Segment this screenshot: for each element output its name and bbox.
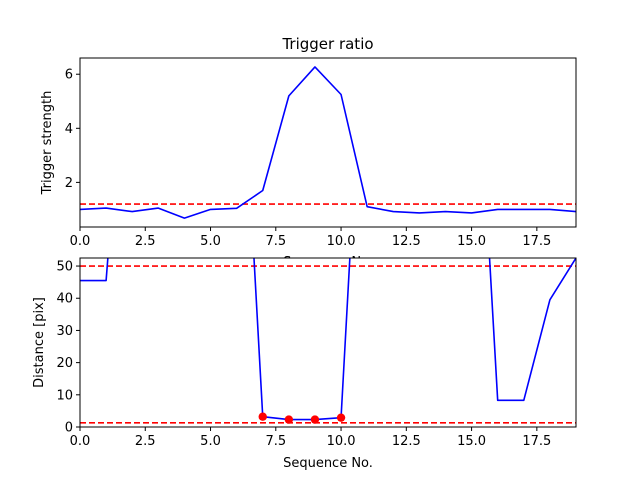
series-line-0 — [80, 258, 576, 421]
x-tick-label: 12.5 — [392, 234, 421, 249]
trigger-ratio-chart: Trigger ratio 0.0 2.5 5.0 7.5 10.0 12.5 15.0 17… — [40, 35, 577, 270]
y-tick-label: 10 — [56, 388, 73, 403]
series-line-0 — [80, 66, 576, 219]
plot-frame — [79, 57, 577, 228]
x-tick-label: 10.0 — [327, 234, 356, 249]
y-tick-label: 6 — [65, 68, 73, 83]
x-tick-label: 15.0 — [457, 234, 486, 249]
data-point-1 — [284, 415, 294, 424]
y-tick-label: 40 — [56, 292, 73, 307]
x-tick-label: 2.5 — [135, 434, 156, 449]
x-tick-label: 7.5 — [265, 434, 286, 449]
y-axis-label: Distance [pix] — [32, 297, 47, 388]
x-axis-label: Sequence No. — [283, 456, 373, 471]
y-ticks: 2 4 6 — [65, 68, 80, 191]
x-tick-label: 5.0 — [200, 434, 221, 449]
threshold-lines — [80, 265, 576, 424]
x-tick-label: 17.5 — [522, 434, 551, 449]
series-group — [80, 66, 576, 219]
data-point-0 — [258, 412, 267, 421]
x-tick-label: 10.0 — [327, 434, 356, 449]
distance-chart: 0.0 2.5 5.0 7.5 10.0 12.5 15.0 17.5 0 10 20 30 40 50… — [32, 257, 577, 471]
data-point-3 — [336, 413, 346, 422]
x-tick-label: 0.0 — [70, 234, 91, 249]
x-tick-label: 15.0 — [457, 434, 486, 449]
marker-group — [258, 412, 346, 424]
y-tick-label: 2 — [65, 176, 73, 191]
x-tick-label: 12.5 — [392, 434, 421, 449]
y-tick-label: 20 — [56, 356, 73, 371]
x-ticks: 0.0 2.5 5.0 7.5 10.0 12.5 15.0 17.5 — [70, 427, 551, 449]
y-axis-label: Trigger strength — [40, 91, 55, 196]
x-tick-label: 5.0 — [200, 234, 221, 249]
y-tick-label: 0 — [65, 421, 73, 436]
x-tick-label: 2.5 — [135, 234, 156, 249]
plot-frame — [79, 257, 577, 428]
x-tick-label: 0.0 — [70, 434, 91, 449]
y-tick-label: 4 — [65, 122, 73, 137]
y-tick-label: 50 — [56, 260, 73, 275]
x-tick-label: 17.5 — [522, 234, 551, 249]
x-tick-label: 7.5 — [265, 234, 286, 249]
data-point-2 — [310, 415, 320, 424]
chart-title: Trigger ratio — [281, 35, 373, 53]
y-tick-label: 30 — [56, 324, 73, 339]
y-ticks: 0 10 20 30 40 50 — [56, 260, 80, 436]
x-ticks: 0.0 2.5 5.0 7.5 10.0 12.5 15.0 17.5 — [70, 227, 551, 249]
series-group — [80, 258, 576, 421]
plot-area-background — [80, 258, 576, 427]
